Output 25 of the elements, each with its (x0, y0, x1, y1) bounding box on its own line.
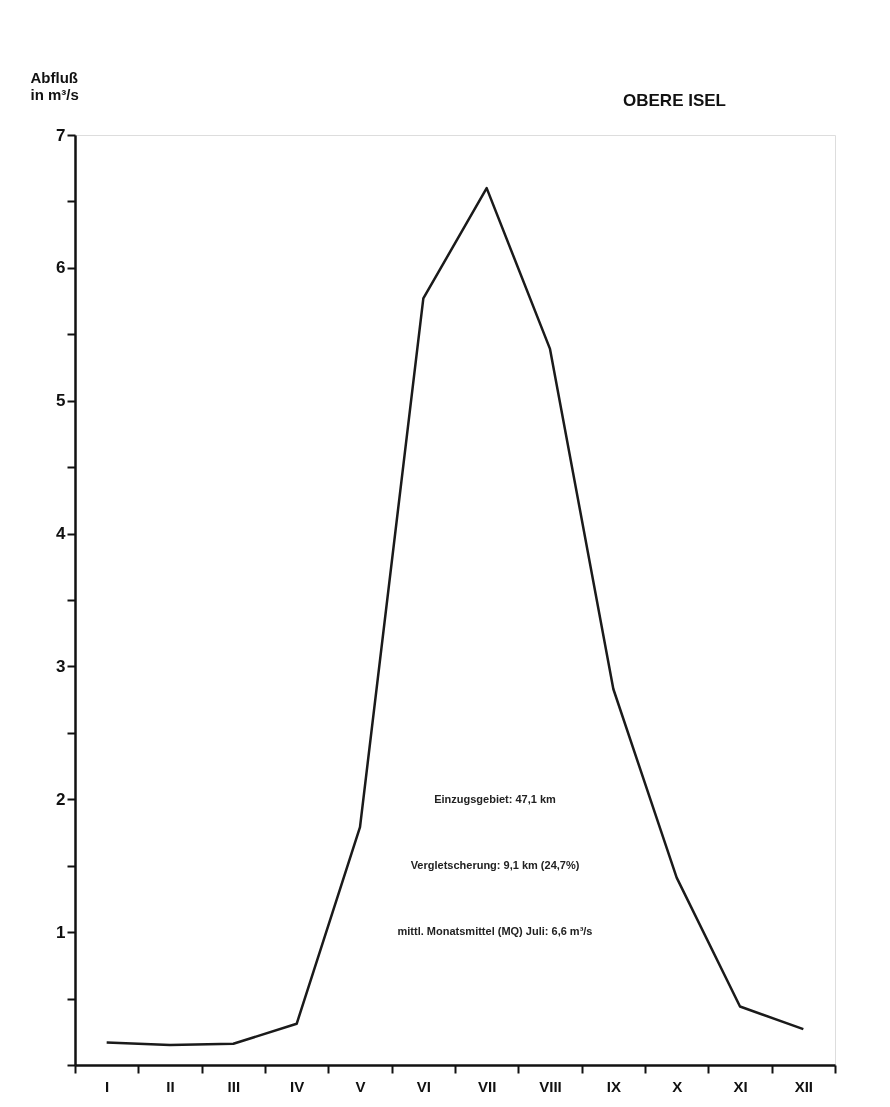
y-tick-label: 3 (56, 656, 66, 676)
x-tick-label: IV (290, 1077, 305, 1095)
x-tick-label: VI (416, 1077, 431, 1095)
x-tick-label: IX (606, 1077, 621, 1095)
chart-title: OBERE ISEL (623, 91, 726, 110)
annotation: Vergletscherung: 9,1 km (24,7%) (410, 859, 580, 871)
y-tick-label: 2 (56, 789, 66, 809)
x-tick-label: XI (733, 1077, 748, 1095)
y-tick-label: 1 (56, 922, 66, 942)
y-axis-title: Abfluß in m³/s (30, 68, 79, 103)
x-tick-label: X (672, 1077, 683, 1095)
x-tick-label: VIII (539, 1077, 562, 1095)
y-tick-label: 7 (56, 125, 66, 145)
x-tick-label: III (227, 1077, 241, 1095)
x-tick-label: VII (477, 1077, 497, 1095)
y-tick-label: 5 (56, 391, 66, 411)
annotation: Einzugsgebiet: 47,1 km (434, 793, 557, 805)
y-tick-label: 4 (56, 524, 67, 544)
x-tick-label: II (166, 1077, 175, 1095)
line-series (105, 186, 805, 1047)
annotation: mittl. Monatsmittel (MQ) Juli: 6,6 m³/s (397, 925, 593, 937)
x-tick-label: XII (794, 1077, 814, 1095)
y-tick-label: 6 (56, 258, 66, 278)
x-tick-label: I (105, 1077, 110, 1095)
x-tick-label: V (355, 1077, 366, 1095)
